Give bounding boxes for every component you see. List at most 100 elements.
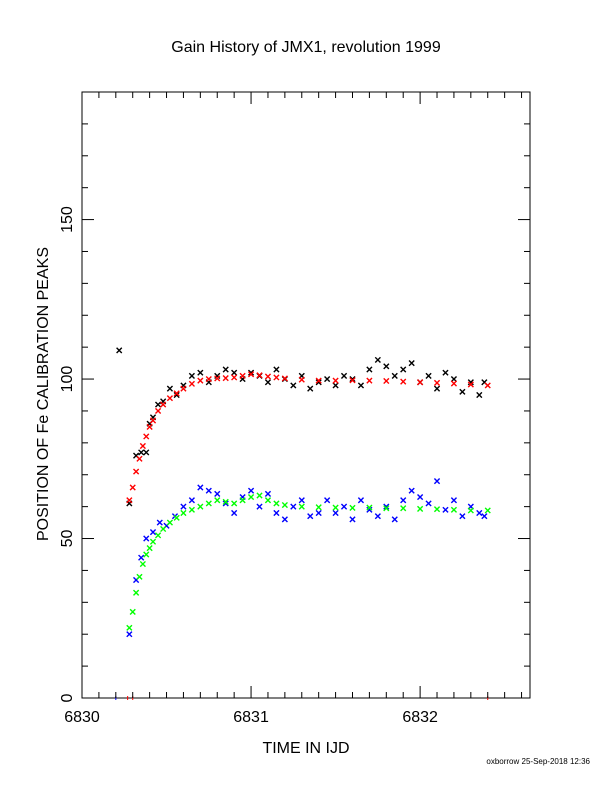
data-point xyxy=(143,433,150,440)
data-point xyxy=(143,449,150,456)
data-point xyxy=(332,504,339,511)
data-point xyxy=(197,503,204,510)
data-point xyxy=(256,372,263,379)
data-point xyxy=(129,608,136,615)
data-point xyxy=(264,497,272,504)
data-point xyxy=(442,506,449,513)
data-point xyxy=(160,401,167,408)
data-point xyxy=(298,376,305,383)
data-point xyxy=(247,369,255,376)
data-point xyxy=(126,624,133,631)
data-point xyxy=(116,347,123,354)
data-point xyxy=(154,401,162,408)
y-tick-label: 50 xyxy=(59,530,76,548)
data-point xyxy=(214,490,221,497)
data-point xyxy=(366,504,373,511)
data-point xyxy=(315,509,322,517)
data-point xyxy=(467,507,474,514)
data-point xyxy=(391,372,398,379)
series-2 xyxy=(126,478,488,638)
data-point xyxy=(138,449,145,456)
data-point xyxy=(340,503,348,510)
data-point xyxy=(139,442,146,450)
x-axis-label: TIME IN IJD xyxy=(262,740,349,757)
data-point xyxy=(484,507,491,514)
data-point xyxy=(450,375,458,383)
data-point xyxy=(180,385,187,392)
y-tick-label: 150 xyxy=(59,206,76,233)
data-point xyxy=(256,492,263,499)
data-point xyxy=(281,375,288,382)
data-point xyxy=(357,382,365,389)
data-point xyxy=(408,360,415,367)
data-point xyxy=(188,506,195,513)
data-point xyxy=(383,503,390,510)
data-point xyxy=(231,369,238,376)
data-point xyxy=(417,505,424,512)
data-point xyxy=(332,382,339,389)
data-point xyxy=(400,366,407,373)
data-point xyxy=(450,506,458,513)
data-point xyxy=(315,379,322,386)
data-point xyxy=(273,500,280,507)
data-point xyxy=(290,382,297,389)
data-point xyxy=(408,487,415,494)
data-point xyxy=(298,497,305,504)
data-point xyxy=(188,497,195,504)
data-point xyxy=(160,525,167,533)
data-point xyxy=(366,506,373,513)
data-point xyxy=(459,513,466,520)
data-point xyxy=(180,509,187,517)
data-point xyxy=(197,369,204,376)
data-point xyxy=(374,356,381,364)
data-point xyxy=(433,506,441,513)
data-point xyxy=(366,366,373,373)
data-point xyxy=(417,379,424,386)
y-tick-label: 0 xyxy=(59,693,76,702)
data-point xyxy=(143,551,150,558)
data-point xyxy=(425,500,432,507)
data-point xyxy=(467,381,474,388)
data-point xyxy=(256,503,263,510)
data-point xyxy=(136,455,143,462)
data-point xyxy=(349,516,356,523)
data-point xyxy=(484,382,491,389)
data-point xyxy=(450,380,458,387)
data-point xyxy=(433,478,441,485)
data-point xyxy=(173,391,180,399)
plot-frame xyxy=(81,91,531,699)
data-point xyxy=(146,545,153,552)
data-point xyxy=(273,374,280,381)
data-point xyxy=(357,497,365,504)
data-point xyxy=(205,500,212,507)
data-point xyxy=(231,374,238,381)
data-point xyxy=(307,513,314,520)
axis-ticks: 0 50 100 150 6830 6831 6832 xyxy=(59,91,530,726)
data-point xyxy=(467,379,474,386)
data-point xyxy=(197,377,204,384)
data-point xyxy=(154,532,162,539)
data-point xyxy=(239,497,246,504)
data-point xyxy=(126,497,133,504)
data-point xyxy=(400,497,407,504)
data-point xyxy=(374,513,381,520)
data-point xyxy=(146,423,153,430)
y-axis-label: POSITION OF Fe CALIBRATION PEAKS xyxy=(35,247,52,541)
data-point xyxy=(173,514,180,521)
data-point xyxy=(264,490,272,497)
data-point xyxy=(450,497,458,504)
data-point xyxy=(383,363,390,370)
data-point xyxy=(366,377,373,384)
data-point xyxy=(205,375,212,383)
data-point xyxy=(273,509,280,517)
data-point xyxy=(188,372,195,379)
data-point xyxy=(133,468,140,475)
data-point xyxy=(383,505,390,512)
data-point xyxy=(197,484,204,491)
data-point xyxy=(425,372,432,379)
data-point xyxy=(166,385,174,392)
data-point xyxy=(332,377,339,384)
data-point xyxy=(247,371,255,378)
series-3 xyxy=(126,492,491,631)
